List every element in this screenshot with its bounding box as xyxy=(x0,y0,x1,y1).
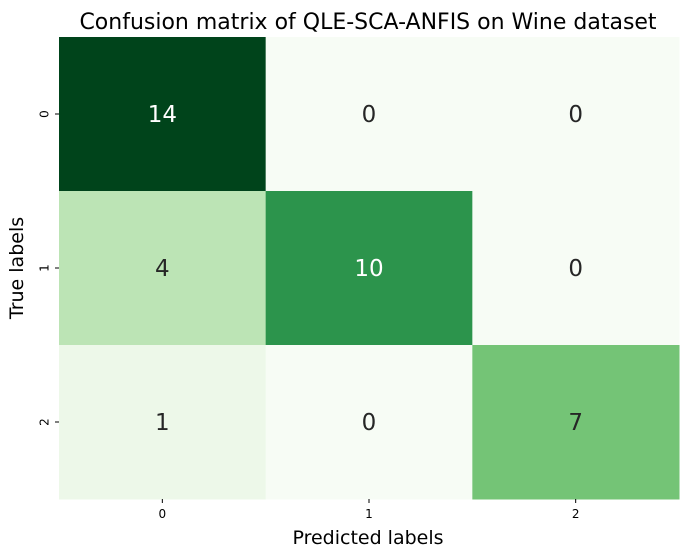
cell-value-label: 10 xyxy=(354,256,383,282)
heatmap-cell xyxy=(59,345,267,500)
y-tick-label: 1 xyxy=(38,264,52,272)
cell-value-label: 0 xyxy=(362,410,377,436)
chart-title: Confusion matrix of QLE-SCA-ANFIS on Win… xyxy=(79,10,656,35)
heatmap-cell xyxy=(265,191,473,346)
heatmap-cell xyxy=(472,37,680,192)
y-tick-label: 2 xyxy=(38,418,52,426)
heatmap-cell xyxy=(472,191,680,346)
cell-value-label: 7 xyxy=(568,410,583,436)
x-tick-label: 1 xyxy=(365,507,373,521)
cell-value-label: 0 xyxy=(568,256,583,282)
cell-value-label: 0 xyxy=(362,102,377,128)
cell-value-label: 0 xyxy=(568,102,583,128)
y-tick-label: 0 xyxy=(38,110,52,118)
heatmap-cell xyxy=(265,345,473,500)
x-axis-label: Predicted labels xyxy=(292,527,443,549)
x-tick-label: 2 xyxy=(572,507,580,521)
heatmap-cell xyxy=(59,191,267,346)
heatmap-cell xyxy=(265,37,473,192)
heatmap-cell xyxy=(59,37,267,192)
cell-value-label: 14 xyxy=(148,102,177,128)
y-axis-label: True labels xyxy=(6,217,28,320)
cell-value-label: 1 xyxy=(155,410,170,436)
cell-value-label: 4 xyxy=(155,256,170,282)
x-tick-label: 0 xyxy=(159,507,167,521)
heatmap-cell xyxy=(472,345,680,500)
